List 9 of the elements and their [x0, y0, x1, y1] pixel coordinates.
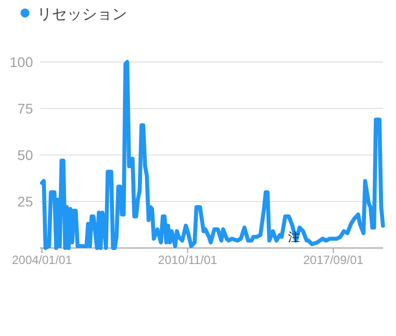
x-tick-label: 2010/11/01 — [158, 253, 218, 267]
y-tick-label: 100 — [10, 54, 34, 70]
x-tick-label: 2004/01/01 — [12, 253, 72, 267]
line-series — [40, 60, 385, 250]
y-tick-label: 25 — [17, 194, 34, 210]
y-tick-label: 50 — [17, 147, 34, 163]
x-tick-label: 2017/09/01 — [303, 253, 364, 267]
y-tick-label: 75 — [17, 100, 34, 116]
legend-label: リセッション — [37, 5, 127, 23]
